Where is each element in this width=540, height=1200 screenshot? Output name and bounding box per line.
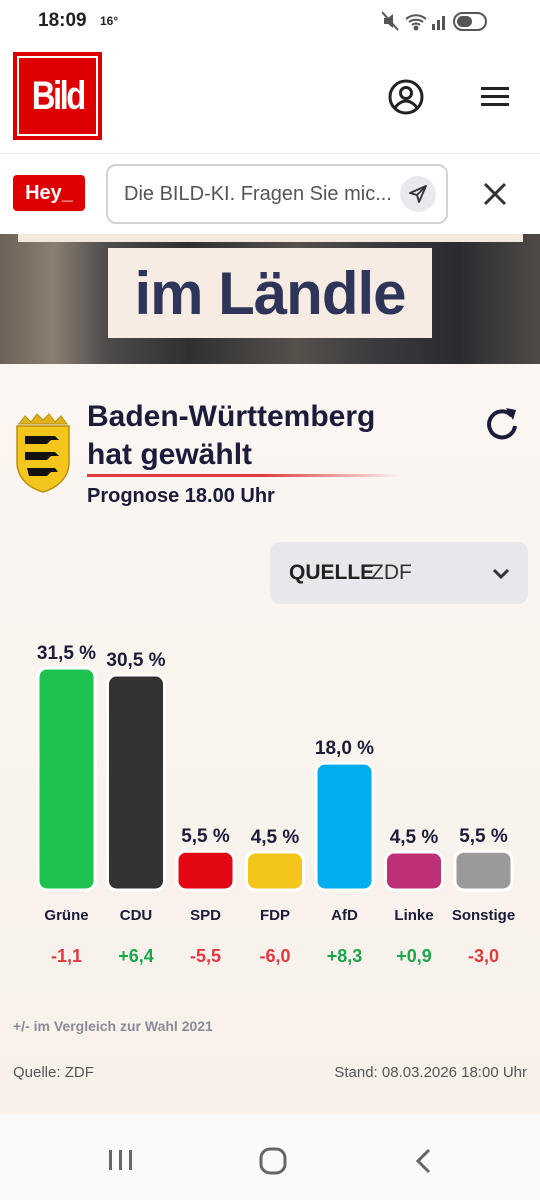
value-label: 5,5 % bbox=[181, 826, 230, 847]
value-label: 31,5 % bbox=[37, 643, 96, 664]
bar-spd bbox=[175, 849, 236, 892]
footer-timestamp: Stand: 08.03.2026 18:00 Uhr bbox=[334, 1064, 527, 1081]
search-placeholder: Die BILD-KI. Fragen Sie mic... bbox=[124, 183, 392, 205]
value-label: 4,5 % bbox=[390, 827, 439, 848]
value-label: 18,0 % bbox=[315, 738, 374, 759]
source-dropdown[interactable]: QUELLE ZDF bbox=[270, 542, 528, 604]
wifi-icon bbox=[405, 14, 427, 31]
status-icons bbox=[382, 11, 487, 31]
bar-afd bbox=[314, 761, 375, 892]
status-temperature: 16° bbox=[100, 14, 119, 28]
widget-title-line2: hat gewählt bbox=[87, 438, 253, 471]
bar-linke bbox=[384, 850, 444, 892]
change-label: -6,0 bbox=[259, 946, 290, 966]
election-widget: Baden-Württemberg hat gewählt Prognose 1… bbox=[0, 364, 540, 1114]
footer-source: Quelle: ZDF bbox=[13, 1064, 94, 1081]
send-button[interactable] bbox=[400, 176, 436, 212]
change-label: -3,0 bbox=[468, 946, 499, 966]
site-header: Bild bbox=[0, 40, 540, 154]
bar-cdu bbox=[106, 673, 166, 892]
status-time: 18:09 bbox=[38, 10, 87, 31]
chevron-down-icon bbox=[492, 568, 510, 580]
widget-title-line1: Baden-Württemberg bbox=[87, 400, 376, 433]
change-label: -1,1 bbox=[51, 946, 82, 966]
recent-apps-icon[interactable] bbox=[106, 1147, 136, 1173]
value-label: 5,5 % bbox=[459, 826, 508, 847]
value-label: 30,5 % bbox=[106, 650, 165, 671]
category-label: FDP bbox=[260, 907, 290, 924]
change-label: +8,3 bbox=[327, 946, 363, 966]
change-label: +6,4 bbox=[118, 946, 154, 966]
change-label: +0,9 bbox=[396, 946, 432, 966]
category-label: Grüne bbox=[44, 907, 88, 924]
mute-icon bbox=[382, 11, 399, 31]
category-label: SPD bbox=[190, 907, 221, 924]
battery-icon bbox=[453, 12, 487, 31]
widget-title: Baden-Württemberg hat gewählt bbox=[87, 398, 375, 474]
title-underline bbox=[87, 474, 402, 477]
back-icon[interactable] bbox=[412, 1147, 436, 1175]
status-bar: 18:09 16° bbox=[0, 0, 540, 40]
baden-wuerttemberg-crest-icon bbox=[16, 413, 70, 493]
bar-sonstige bbox=[453, 849, 514, 892]
value-label: 4,5 % bbox=[251, 827, 300, 848]
category-label: CDU bbox=[120, 907, 153, 924]
category-label: Sonstige bbox=[452, 907, 515, 924]
bar-fdp bbox=[245, 850, 305, 892]
hamburger-menu-icon[interactable] bbox=[478, 80, 512, 114]
category-label: AfD bbox=[331, 907, 358, 924]
change-label: -5,5 bbox=[190, 946, 221, 966]
results-bar-chart: 31,5 % Grüne -1,1 30,5 % CDU +6,4 5,5 % SPD -5,5… bbox=[36, 643, 515, 966]
account-icon[interactable] bbox=[386, 77, 426, 117]
hero-image[interactable]: im Ländle bbox=[0, 234, 540, 364]
system-nav-bar bbox=[0, 1114, 540, 1200]
comparison-note: +/- im Vergleich zur Wahl 2021 bbox=[13, 1018, 213, 1034]
refresh-icon[interactable] bbox=[482, 404, 520, 442]
home-icon[interactable] bbox=[258, 1147, 288, 1175]
ai-search-bar: Hey_ Die BILD-KI. Fragen Sie mic... bbox=[0, 154, 540, 234]
ai-search-input[interactable]: Die BILD-KI. Fragen Sie mic... bbox=[106, 164, 448, 224]
close-icon[interactable] bbox=[481, 180, 509, 208]
category-label: Linke bbox=[394, 907, 433, 924]
source-value: ZDF bbox=[371, 561, 412, 584]
bar-grüne bbox=[36, 666, 97, 892]
logo-text: Bild bbox=[31, 73, 86, 118]
send-icon bbox=[409, 185, 427, 203]
source-label: QUELLE bbox=[289, 561, 375, 584]
hey-badge: Hey_ bbox=[13, 175, 85, 211]
hero-headline-box: im Ländle bbox=[108, 248, 432, 338]
signal-icon bbox=[432, 16, 445, 30]
bild-logo[interactable]: Bild bbox=[13, 52, 102, 140]
hero-headline: im Ländle bbox=[134, 259, 406, 327]
widget-subtitle: Prognose 18.00 Uhr bbox=[87, 485, 275, 507]
